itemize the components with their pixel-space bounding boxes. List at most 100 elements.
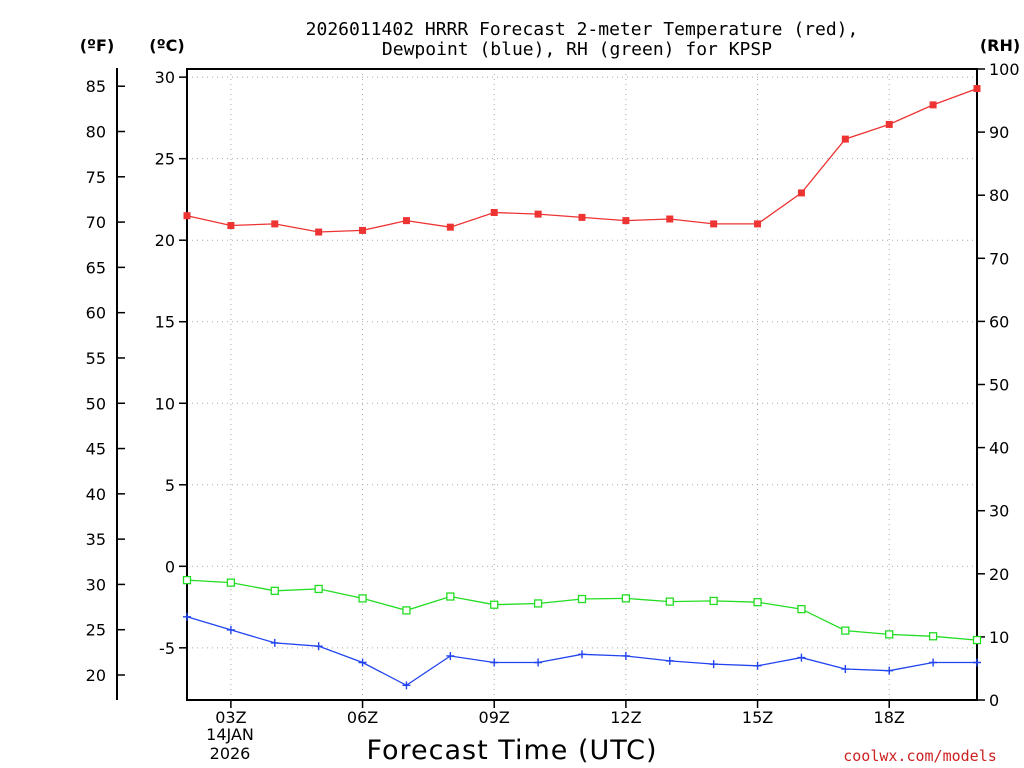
rh-point xyxy=(928,632,938,641)
temperature-point xyxy=(797,189,805,197)
fahrenheit-tick-label: 35 xyxy=(86,530,106,549)
rh-point xyxy=(226,578,236,587)
fahrenheit-tick-label: 50 xyxy=(86,394,106,413)
temperature-point xyxy=(754,220,762,228)
temperature-point xyxy=(183,212,191,220)
fahrenheit-tick-label: 40 xyxy=(86,485,106,504)
celsius-tick-label: 20 xyxy=(155,231,175,250)
dewpoint-point xyxy=(578,650,586,659)
celsius-tick-label: 25 xyxy=(155,150,175,169)
fahrenheit-tick-label: 70 xyxy=(86,213,106,232)
temperature-point xyxy=(446,223,454,231)
temperature-point xyxy=(402,217,410,225)
dewpoint-point xyxy=(797,653,806,662)
rh-tick-label: 70 xyxy=(989,249,1009,268)
series-temperature xyxy=(183,85,981,236)
fahrenheit-tick-label: 85 xyxy=(86,77,106,96)
x-tick-label: 03Z xyxy=(215,708,246,727)
temperature-point xyxy=(973,85,981,93)
fahrenheit-tick-label: 45 xyxy=(86,440,106,459)
temperature-point xyxy=(929,101,937,109)
rh-point xyxy=(885,630,894,639)
dewpoint-point xyxy=(314,642,323,651)
rh-tick-label: 100 xyxy=(989,60,1020,79)
series-dewpoint xyxy=(183,612,981,690)
temperature-point xyxy=(710,220,718,228)
x-tick-label: 15Z xyxy=(742,708,773,727)
rh-point xyxy=(841,626,850,635)
fahrenheit-tick-label: 30 xyxy=(86,575,106,594)
rh-point xyxy=(972,635,982,645)
grid-lines xyxy=(187,69,977,700)
rh-tick-label: 80 xyxy=(989,186,1009,205)
site-credit: coolwx.com/models xyxy=(843,747,997,765)
rh-tick-label: 30 xyxy=(989,502,1009,521)
x-tick-label: 06Z xyxy=(347,708,378,727)
dewpoint-point xyxy=(973,658,981,667)
rh-tick-label: 90 xyxy=(989,123,1009,142)
chart-title-line-1: 2026011402 HRRR Forecast 2-meter Tempera… xyxy=(306,19,859,40)
temperature-point xyxy=(315,228,323,236)
celsius-unit-label: (ºC) xyxy=(149,36,184,55)
temperature-point xyxy=(841,135,849,143)
rh-point xyxy=(182,575,192,585)
rh-point xyxy=(665,597,674,606)
data-series xyxy=(182,85,982,690)
rh-point xyxy=(533,599,543,608)
dewpoint-point xyxy=(753,661,762,670)
rh-point xyxy=(753,598,762,607)
rh-point xyxy=(709,596,718,606)
celsius-tick-label: -5 xyxy=(159,639,175,658)
dewpoint-point xyxy=(709,660,718,669)
date-label-year: 2026 xyxy=(210,744,251,763)
celsius-tick-label: 0 xyxy=(165,557,175,576)
temperature-point xyxy=(227,222,235,230)
celsius-tick-label: 10 xyxy=(155,394,175,413)
date-label-day: 14JAN xyxy=(206,725,254,744)
rh-point xyxy=(797,604,806,614)
temperature-point xyxy=(578,213,586,221)
rh-unit-label: (RH) xyxy=(980,36,1020,55)
temperature-point xyxy=(359,226,367,234)
rh-tick-label: 60 xyxy=(989,312,1009,331)
fahrenheit-tick-label: 20 xyxy=(86,666,106,685)
axes: 302520151050-585807570656055504540353025… xyxy=(86,60,1020,727)
fahrenheit-tick-label: 55 xyxy=(86,349,106,368)
dewpoint-point xyxy=(885,666,894,675)
x-tick-label: 09Z xyxy=(479,708,510,727)
dewpoint-point xyxy=(665,656,674,665)
dewpoint-point xyxy=(841,665,850,674)
x-axis-label: Forecast Time (UTC) xyxy=(366,735,657,766)
rh-tick-label: 20 xyxy=(989,565,1009,584)
celsius-tick-label: 30 xyxy=(155,68,175,87)
celsius-tick-label: 5 xyxy=(165,476,175,495)
fahrenheit-tick-label: 75 xyxy=(86,168,106,187)
rh-tick-label: 0 xyxy=(989,691,999,710)
dewpoint-point xyxy=(621,651,630,660)
dewpoint-point xyxy=(446,651,455,660)
dewpoint-point xyxy=(534,658,543,667)
dewpoint-point xyxy=(490,658,499,667)
fahrenheit-tick-label: 65 xyxy=(86,258,106,277)
temperature-point xyxy=(271,220,279,228)
fahrenheit-tick-label: 60 xyxy=(86,304,106,323)
rh-point xyxy=(358,594,367,603)
rh-point xyxy=(621,594,631,603)
rh-point xyxy=(402,606,411,615)
temperature-point xyxy=(534,210,542,218)
rh-point xyxy=(314,584,323,594)
x-tick-label: 12Z xyxy=(610,708,641,727)
dewpoint-point xyxy=(270,638,279,647)
rh-point xyxy=(446,592,455,601)
rh-point xyxy=(270,586,279,595)
fahrenheit-tick-label: 25 xyxy=(86,621,106,640)
dewpoint-point xyxy=(929,658,938,667)
temperature-point xyxy=(490,208,498,216)
dewpoint-point xyxy=(226,625,235,634)
temperature-point xyxy=(885,120,893,128)
dewpoint-point xyxy=(402,681,411,690)
celsius-tick-label: 15 xyxy=(155,313,175,332)
chart-title-line-2: Dewpoint (blue), RH (green) for KPSP xyxy=(382,39,772,60)
